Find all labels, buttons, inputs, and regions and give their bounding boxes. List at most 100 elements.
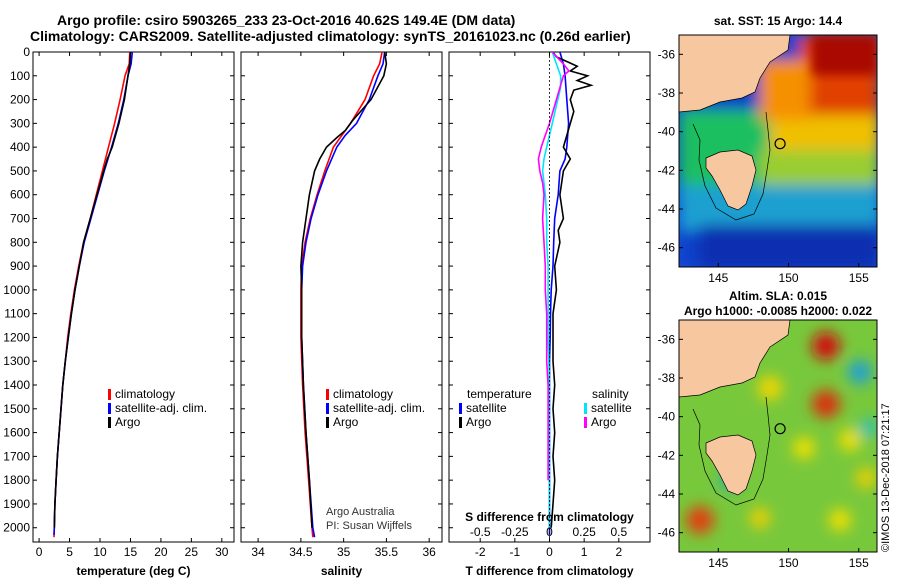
legend-label: satellite-adj. clim. bbox=[115, 401, 207, 415]
series-group bbox=[300, 52, 388, 538]
s-tick-label: 0.5 bbox=[610, 525, 627, 539]
land-tasmania-sst bbox=[705, 149, 757, 211]
legend-label: climatology bbox=[115, 387, 175, 401]
s-tick-label: 0.25 bbox=[572, 525, 596, 539]
x-tick-label: 36 bbox=[422, 545, 436, 559]
legend-label: Argo bbox=[466, 415, 492, 429]
series-group bbox=[53, 52, 134, 538]
map-y-tick-label: -44 bbox=[658, 487, 676, 501]
x-tick-label: 25 bbox=[185, 545, 199, 559]
x-tick-label: 35 bbox=[337, 545, 351, 559]
legend-swatch bbox=[584, 417, 587, 428]
legend-label: Argo bbox=[333, 415, 359, 429]
x-tick-label: 1 bbox=[581, 545, 588, 559]
sla-map-title-line1: Altim. SLA: 0.015 bbox=[729, 289, 827, 303]
map-x-tick-label: 145 bbox=[708, 271, 728, 285]
map-x-tick-label: 150 bbox=[779, 271, 799, 285]
sla-map-axes: -36 -38 -40 -42 -44 -46 145 150 155 bbox=[658, 332, 877, 570]
legend-swatch bbox=[108, 403, 111, 414]
y-tick-label: 1300 bbox=[3, 354, 30, 368]
series-group bbox=[537, 52, 594, 535]
x-tick-label: 10 bbox=[93, 545, 107, 559]
y-tick-label: 1800 bbox=[3, 473, 30, 487]
x-tick-label: 15 bbox=[124, 545, 138, 559]
map-x-tick-label: 155 bbox=[849, 556, 869, 570]
map-y-tick-label: -42 bbox=[658, 163, 676, 177]
x-axis-label: temperature (deg C) bbox=[76, 564, 190, 578]
y-tick-label: 1700 bbox=[3, 449, 30, 463]
y-tick-label: 1100 bbox=[4, 307, 30, 321]
y-tick-label: 800 bbox=[10, 235, 30, 249]
legend-swatch bbox=[584, 403, 587, 414]
y-tick-label: 1600 bbox=[3, 426, 30, 440]
legend-swatch bbox=[459, 403, 462, 414]
map-x-tick-label: 145 bbox=[708, 556, 728, 570]
map-x-tick-label: 155 bbox=[849, 271, 869, 285]
map-y-tick-label: -42 bbox=[658, 448, 676, 462]
legend-label: satellite-adj. clim. bbox=[333, 401, 425, 415]
map-y-tick-label: -46 bbox=[658, 526, 676, 540]
legend-label: Argo bbox=[115, 415, 141, 429]
shelf-contour-sst bbox=[692, 111, 771, 221]
y-tick-label: 300 bbox=[10, 116, 30, 130]
difference-panel: -2 -1 0 1 2 T difference from climatology temp… bbox=[448, 51, 651, 578]
y-tick-label: 700 bbox=[10, 212, 30, 226]
map-y-tick-label: -46 bbox=[658, 241, 676, 255]
x-tick-label: 5 bbox=[66, 545, 73, 559]
land-tasmania-sla bbox=[705, 434, 757, 496]
map-y-tick-label: -40 bbox=[658, 125, 676, 139]
y-tick-label: 1500 bbox=[3, 402, 30, 416]
series-line-s-argo bbox=[537, 52, 570, 481]
y-tick-label: 600 bbox=[10, 188, 30, 202]
y-tick-label: 100 bbox=[10, 69, 30, 83]
imos-watermark: ©IMOS 13-Dec-2018 07:21:17 bbox=[880, 403, 892, 552]
legend-swatch bbox=[108, 417, 111, 428]
legend-swatch bbox=[459, 417, 462, 428]
land-mainland-sla bbox=[679, 320, 791, 398]
figure-title-line1: Argo profile: csiro 5903265_233 23-Oct-2… bbox=[57, 12, 516, 28]
legend-label: Argo bbox=[591, 415, 617, 429]
legend-label: satellite bbox=[591, 401, 632, 415]
legend-label: climatology bbox=[333, 387, 393, 401]
series-line-t-argo bbox=[550, 52, 594, 528]
sst-field bbox=[679, 35, 877, 267]
shelf-contour-sla bbox=[692, 396, 771, 506]
s-tick-label: -0.5 bbox=[470, 525, 491, 539]
salinity-panel: 34 34.5 35 35.5 36 salinity climatologysatelli… bbox=[240, 51, 443, 578]
sst-map: sat. SST: 15 Argo: 14.4 -36-38-40-42-44-… bbox=[658, 14, 878, 285]
x-tick-label: 2 bbox=[615, 545, 622, 559]
land-mainland-sst bbox=[679, 35, 791, 113]
x-tick-label: -1 bbox=[510, 545, 521, 559]
sla-field bbox=[679, 320, 877, 552]
sla-map-title-line2: Argo h1000: -0.0085 h2000: 0.022 bbox=[684, 304, 872, 318]
credit-line1: Argo Australia bbox=[326, 506, 395, 518]
sst-map-axes: -36 -38 -40 -42 -44 -46 145 150 155 bbox=[658, 47, 877, 285]
y-tick-label: 1200 bbox=[3, 330, 30, 344]
series-line-satellite-adj-clim- bbox=[300, 52, 386, 538]
x-axis-label: salinity bbox=[321, 564, 363, 578]
panel-frame bbox=[240, 51, 443, 543]
legend-swatch bbox=[326, 417, 329, 428]
sst-map-title: sat. SST: 15 Argo: 14.4 bbox=[714, 14, 843, 28]
y-tick-label: 1900 bbox=[3, 497, 30, 511]
legend-label: satellite bbox=[466, 401, 507, 415]
map-y-tick-label: -44 bbox=[658, 202, 676, 216]
y-tick-label: 500 bbox=[10, 164, 30, 178]
y-tick-label: 200 bbox=[10, 93, 30, 107]
y-tick-label: 1000 bbox=[3, 283, 30, 297]
credit-line2: PI: Susan Wijffels bbox=[326, 520, 412, 532]
x-tick-label: -2 bbox=[475, 545, 486, 559]
x-tick-label: 34 bbox=[251, 545, 265, 559]
float-position-marker-sla bbox=[774, 423, 786, 435]
map-y-tick-label: -40 bbox=[658, 410, 676, 424]
series-line-satellite-adj-clim- bbox=[53, 52, 134, 535]
legend-swatch bbox=[326, 403, 329, 414]
panel-frame bbox=[32, 51, 235, 543]
legend-swatch bbox=[326, 389, 329, 400]
x-axis-label: T difference from climatology bbox=[465, 564, 633, 578]
x-tick-label: 0 bbox=[36, 545, 43, 559]
figure-title-line2: Climatology: CARS2009. Satellite-adjuste… bbox=[30, 28, 631, 44]
y-tick-label: 400 bbox=[10, 140, 30, 154]
x-tick-label: 30 bbox=[215, 545, 229, 559]
